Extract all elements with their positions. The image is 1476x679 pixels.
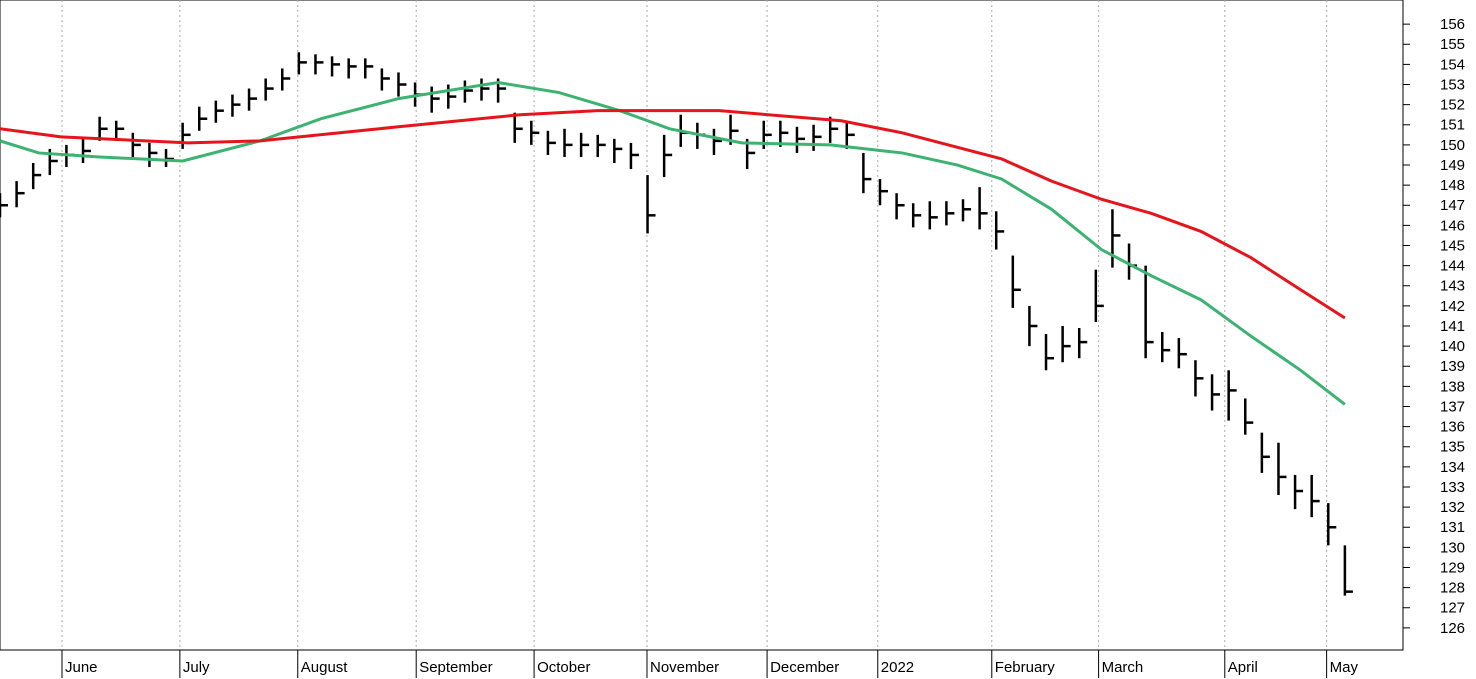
x-tick-label: June xyxy=(65,659,98,676)
x-tick-label: September xyxy=(419,659,492,676)
y-tick-label: 127 xyxy=(1440,600,1465,617)
plot-frame xyxy=(0,0,1404,651)
y-tick-label: 131 xyxy=(1440,519,1465,536)
x-tick-label: December xyxy=(770,659,839,676)
y-tick-label: 145 xyxy=(1440,237,1465,254)
y-tick-label: 141 xyxy=(1440,318,1465,335)
moving-average xyxy=(0,80,1346,406)
y-tick-label: 152 xyxy=(1440,97,1465,114)
x-tick-label: March xyxy=(1102,659,1144,676)
y-tick-label: 133 xyxy=(1440,479,1465,496)
x-tick-label: November xyxy=(650,659,719,676)
y-tick-label: 128 xyxy=(1440,580,1465,597)
x-tick-label: April xyxy=(1228,659,1258,676)
y-tick-label: 132 xyxy=(1440,499,1465,516)
x-tick-label: 2022 xyxy=(881,659,914,676)
y-tick-label: 149 xyxy=(1440,157,1465,174)
y-tick-label: 140 xyxy=(1440,338,1465,355)
y-tick-label: 151 xyxy=(1440,117,1465,134)
y-tick-label: 148 xyxy=(1440,177,1465,194)
y-tick-label: 155 xyxy=(1440,36,1465,53)
x-tick-label: May xyxy=(1330,659,1359,676)
y-tick-label: 144 xyxy=(1440,258,1465,275)
moving-average xyxy=(0,109,1346,320)
y-tick-label: 136 xyxy=(1440,419,1465,436)
y-tick-label: 126 xyxy=(1440,620,1465,637)
y-tick-label: 129 xyxy=(1440,559,1465,576)
x-tick-label: February xyxy=(995,659,1056,676)
x-tick-label: August xyxy=(301,659,349,676)
y-tick-label: 146 xyxy=(1440,217,1465,234)
y-tick-label: 135 xyxy=(1440,439,1465,456)
y-tick-label: 142 xyxy=(1440,298,1465,315)
y-tick-label: 153 xyxy=(1440,76,1465,93)
y-tick-label: 130 xyxy=(1440,539,1465,556)
x-tick-label: October xyxy=(537,659,590,676)
y-tick-label: 156 xyxy=(1440,16,1465,33)
x-tick-label: July xyxy=(183,659,210,676)
y-tick-label: 143 xyxy=(1440,278,1465,295)
y-tick-label: 139 xyxy=(1440,358,1465,375)
y-tick-label: 134 xyxy=(1440,459,1465,476)
y-tick-label: 138 xyxy=(1440,378,1465,395)
y-tick-label: 150 xyxy=(1440,137,1465,154)
y-tick-label: 154 xyxy=(1440,56,1465,73)
y-tick-label: 137 xyxy=(1440,398,1465,415)
y-tick-label: 147 xyxy=(1440,197,1465,214)
